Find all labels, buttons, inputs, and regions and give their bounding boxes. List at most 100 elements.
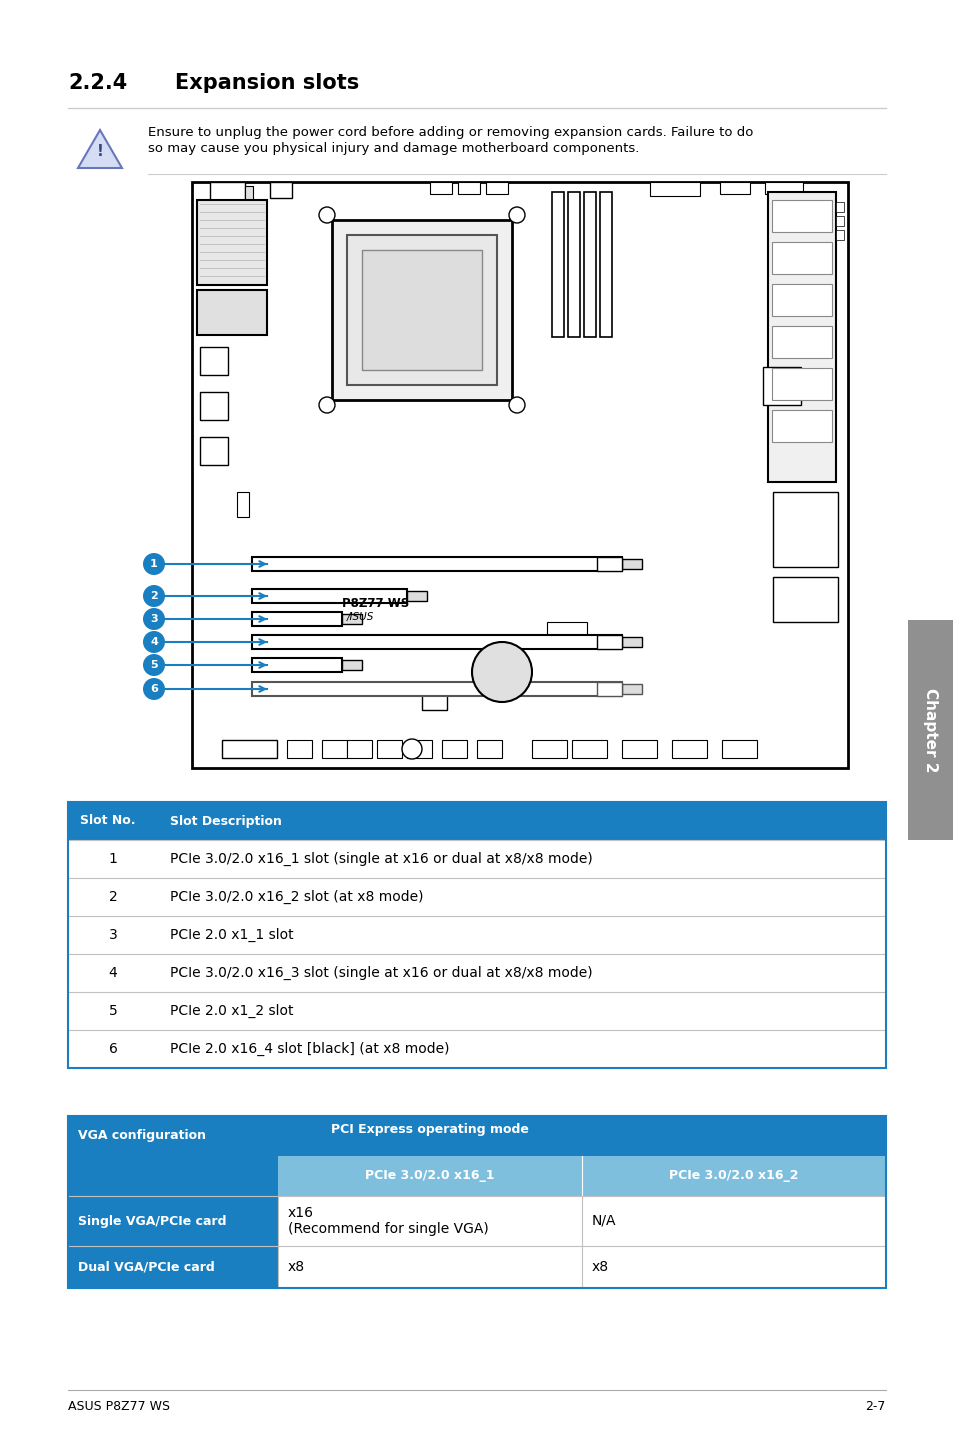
Bar (581, 1156, 885, 1196)
Bar (245, 186, 253, 200)
Bar (68, 840, 885, 879)
Bar (236, 492, 249, 518)
Text: 2: 2 (109, 890, 117, 905)
Bar (332, 220, 512, 400)
Bar (671, 741, 706, 758)
Text: PCIe 2.0 x16_4 slot [black] (at x8 mode): PCIe 2.0 x16_4 slot [black] (at x8 mode) (170, 1043, 449, 1055)
Bar (772, 492, 837, 567)
Bar (68, 1156, 277, 1196)
Text: x8: x8 (592, 1260, 608, 1274)
Bar (68, 1116, 885, 1288)
Text: ASUS P8Z77 WS: ASUS P8Z77 WS (68, 1401, 170, 1414)
Bar (421, 682, 447, 710)
Text: 5: 5 (150, 660, 157, 670)
Bar (68, 1196, 277, 1245)
Bar (222, 741, 276, 758)
Bar (907, 620, 953, 840)
Bar (252, 557, 621, 571)
Bar (572, 741, 606, 758)
Bar (252, 636, 621, 649)
Bar (583, 193, 596, 336)
Bar (767, 193, 835, 482)
Text: N/A: N/A (592, 1214, 616, 1228)
Text: PCIe 3.0/2.0 x16_1: PCIe 3.0/2.0 x16_1 (365, 1169, 495, 1182)
Bar (407, 741, 432, 758)
Bar (441, 741, 467, 758)
Circle shape (509, 397, 524, 413)
Text: PCIe 3.0/2.0 x16_1 slot (single at x16 or dual at x8/x8 mode): PCIe 3.0/2.0 x16_1 slot (single at x16 o… (170, 851, 592, 866)
Text: VGA configuration: VGA configuration (78, 1129, 206, 1143)
Bar (771, 326, 831, 358)
Circle shape (472, 641, 532, 702)
Text: Single VGA/PCIe card: Single VGA/PCIe card (78, 1215, 226, 1228)
Circle shape (143, 631, 165, 653)
Bar (192, 183, 847, 768)
Bar (771, 368, 831, 400)
Bar (210, 183, 245, 204)
Bar (341, 660, 361, 670)
Text: Slot No.: Slot No. (80, 814, 135, 827)
Bar (196, 200, 267, 285)
Text: !: ! (96, 144, 103, 160)
Bar (581, 1245, 885, 1288)
Bar (252, 659, 341, 672)
Bar (771, 200, 831, 232)
Bar (68, 802, 885, 840)
Bar (621, 637, 641, 647)
Bar (621, 684, 641, 695)
Bar (599, 193, 612, 336)
Bar (457, 183, 479, 194)
Text: 2: 2 (150, 591, 157, 601)
Bar (597, 557, 621, 571)
Circle shape (143, 608, 165, 630)
Bar (764, 183, 802, 194)
Text: P8Z77 WS: P8Z77 WS (341, 597, 409, 610)
Text: PCIe 2.0 x1_1 slot: PCIe 2.0 x1_1 slot (170, 928, 294, 942)
Bar (347, 741, 372, 758)
Text: 3: 3 (109, 928, 117, 942)
Text: PCIe 3.0/2.0 x16_3 slot (single at x16 or dual at x8/x8 mode): PCIe 3.0/2.0 x16_3 slot (single at x16 o… (170, 966, 592, 981)
Bar (485, 183, 507, 194)
Text: so may cause you physical injury and damage motherboard components.: so may cause you physical injury and dam… (148, 142, 639, 155)
Bar (277, 1245, 581, 1288)
Text: x16: x16 (288, 1206, 314, 1219)
Bar (200, 437, 228, 464)
Text: 4: 4 (109, 966, 117, 981)
Bar (762, 367, 801, 406)
Text: Dual VGA/PCIe card: Dual VGA/PCIe card (78, 1261, 214, 1274)
Bar (835, 201, 843, 211)
Text: PCIe 2.0 x1_2 slot: PCIe 2.0 x1_2 slot (170, 1004, 294, 1018)
Text: x8: x8 (288, 1260, 305, 1274)
Text: Slot Description: Slot Description (170, 814, 281, 827)
Bar (277, 1196, 581, 1245)
Text: 6: 6 (109, 1043, 117, 1055)
Bar (771, 283, 831, 316)
Bar (721, 741, 757, 758)
Text: 1: 1 (150, 559, 157, 569)
Bar (322, 741, 347, 758)
Bar (567, 193, 579, 336)
Bar (277, 1156, 581, 1196)
Bar (68, 916, 885, 953)
Bar (200, 347, 228, 375)
Circle shape (401, 739, 421, 759)
Text: 6: 6 (150, 684, 158, 695)
Text: PCIe 3.0/2.0 x16_2 slot (at x8 mode): PCIe 3.0/2.0 x16_2 slot (at x8 mode) (170, 890, 423, 905)
Circle shape (143, 677, 165, 700)
Bar (68, 802, 885, 1068)
Bar (771, 410, 831, 441)
Bar (476, 741, 501, 758)
Text: 2.2.4: 2.2.4 (68, 73, 127, 93)
Circle shape (143, 654, 165, 676)
Bar (835, 216, 843, 226)
Bar (287, 741, 312, 758)
Bar (68, 1245, 277, 1288)
Bar (546, 623, 586, 640)
Bar (361, 250, 481, 370)
Bar (581, 1196, 885, 1245)
Bar (597, 682, 621, 696)
Bar (772, 577, 837, 623)
Bar (252, 590, 407, 603)
Circle shape (509, 207, 524, 223)
Bar (196, 290, 267, 335)
